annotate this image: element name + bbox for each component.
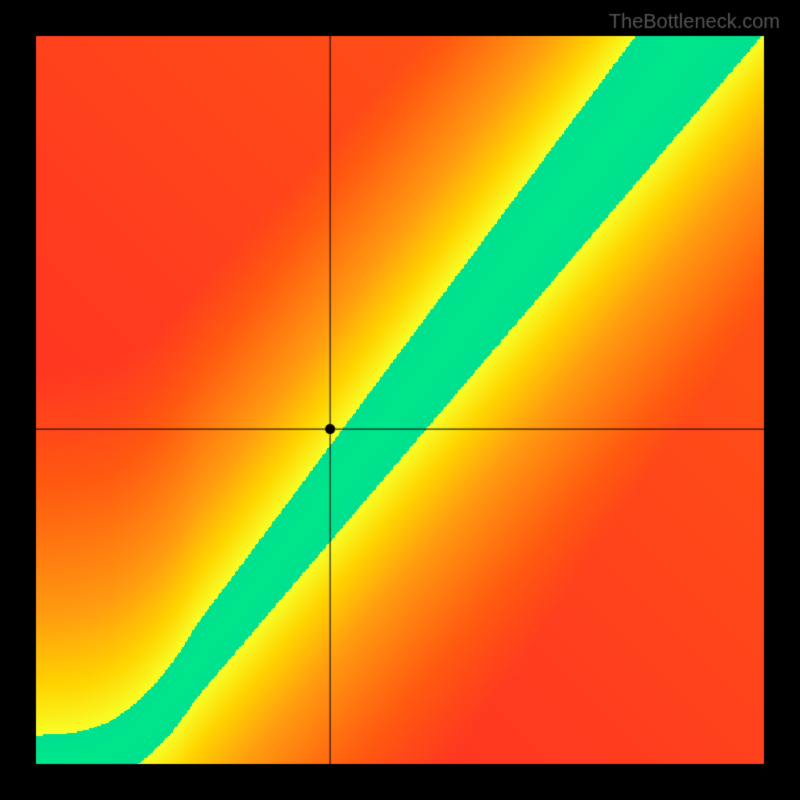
chart-container bbox=[0, 0, 800, 800]
bottleneck-heatmap bbox=[0, 0, 800, 800]
